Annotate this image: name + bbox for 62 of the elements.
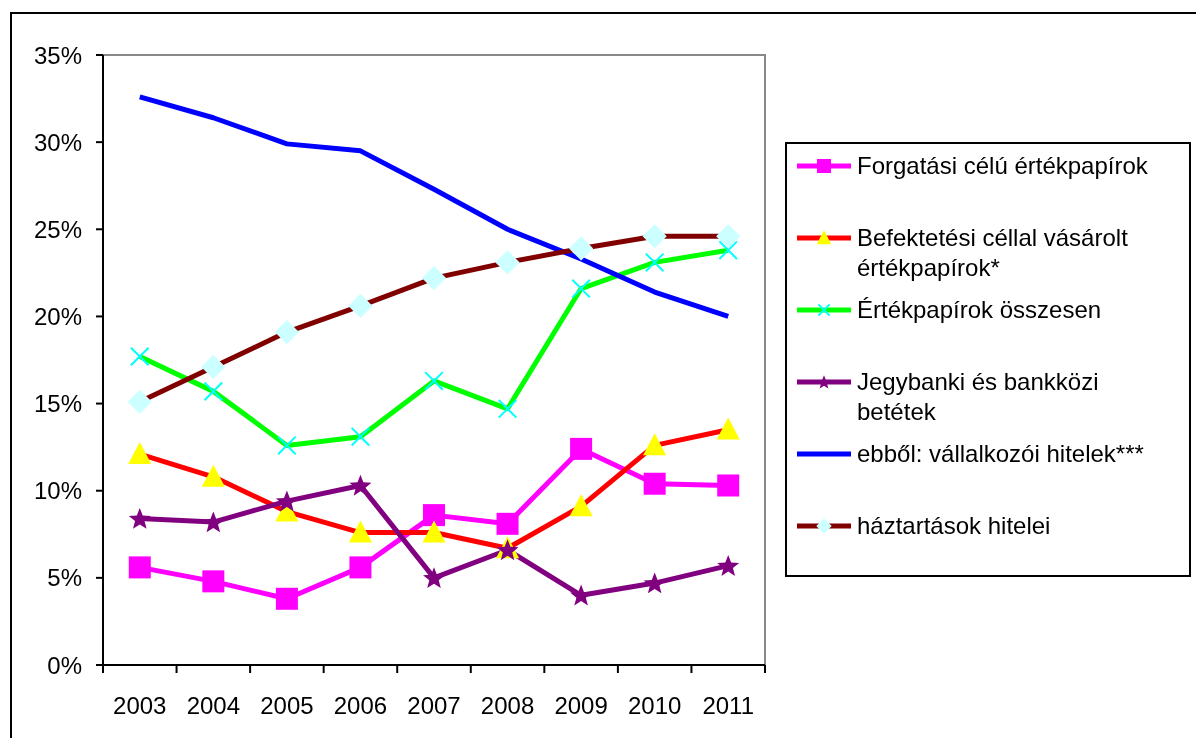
y-tick-label: 20%: [33, 302, 82, 330]
point: [642, 224, 667, 249]
point: [643, 433, 667, 456]
point: [202, 570, 225, 593]
point: [128, 442, 152, 465]
legend-label: Értékpapírok összesen: [857, 296, 1102, 323]
point: [421, 265, 447, 291]
legend-label: Forgatási célú értékpapírok: [857, 152, 1149, 179]
point: [277, 435, 297, 456]
point: [203, 381, 224, 402]
point: [349, 556, 372, 579]
point: [348, 293, 373, 319]
point: [423, 567, 445, 589]
x-tick-label: 2006: [333, 692, 388, 719]
x-tick-label: 2011: [702, 692, 755, 719]
point: [569, 236, 594, 261]
x-tick-label: 2010: [627, 692, 682, 719]
point: [128, 556, 151, 579]
point: [716, 417, 740, 440]
point: [718, 240, 739, 260]
legend-label: Jegybanki és bankközi betétek: [857, 368, 1099, 425]
y-tick-label: 35%: [33, 41, 82, 69]
point: [571, 278, 591, 299]
point: [643, 472, 666, 495]
point: [349, 474, 372, 496]
y-tick-label: 0%: [47, 651, 82, 679]
point: [348, 520, 372, 543]
point: [569, 494, 593, 517]
point: [497, 399, 518, 419]
x-tick-label: 2009: [554, 692, 608, 719]
point: [495, 250, 520, 275]
legend-label: ebből: vállalkozói hitelek***: [857, 440, 1144, 467]
point: [717, 554, 740, 576]
point: [644, 252, 665, 273]
x-tick-label: 2008: [480, 692, 535, 719]
point: [423, 504, 445, 527]
point: [570, 437, 593, 460]
y-tick-label: 5%: [47, 564, 82, 592]
point: [127, 389, 152, 414]
x-tick-label: 2005: [260, 692, 314, 719]
legend-label: Befektetési céllal vásárolt értékpapírok*: [857, 224, 1129, 281]
point: [496, 512, 519, 535]
x-tick-label: 2007: [407, 692, 461, 719]
y-tick-label: 15%: [33, 390, 82, 418]
point: [275, 587, 298, 610]
point: [350, 426, 371, 447]
x-tick-label: 2003: [113, 692, 167, 719]
point: [717, 474, 740, 497]
point: [424, 371, 444, 391]
point: [716, 224, 741, 249]
point: [422, 520, 446, 543]
y-tick-label: 25%: [33, 215, 82, 243]
point: [129, 346, 150, 367]
point: [274, 320, 299, 345]
x-tick-label: 2004: [186, 692, 241, 719]
y-tick-label: 30%: [33, 128, 82, 156]
point: [201, 464, 225, 487]
point: [201, 354, 226, 380]
legend-label: háztartások hitelei: [857, 512, 1051, 539]
point: [128, 507, 151, 529]
point: [643, 572, 666, 594]
y-tick-label: 10%: [33, 477, 82, 505]
